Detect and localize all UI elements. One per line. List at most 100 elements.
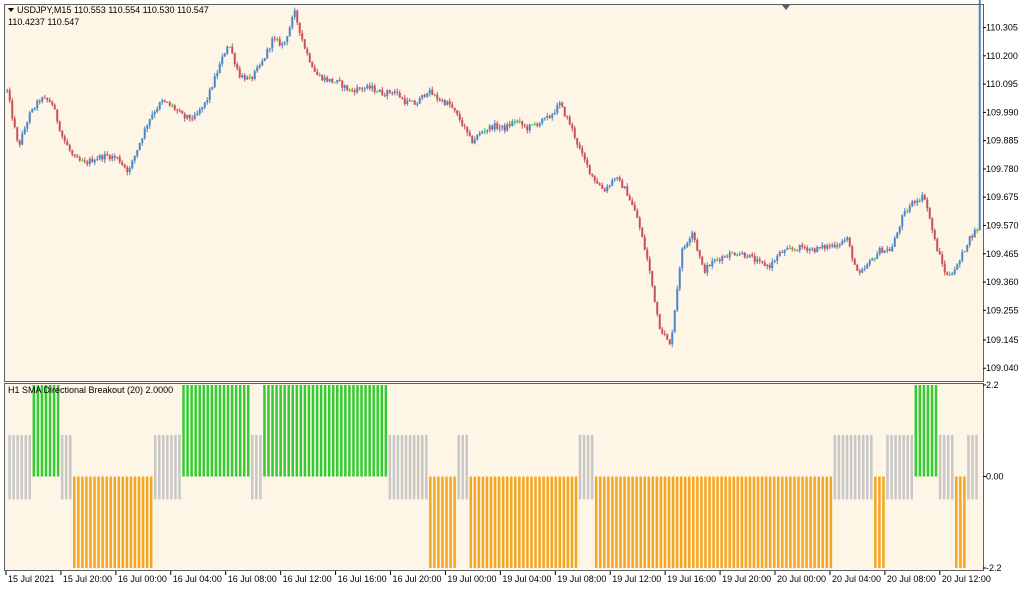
histogram-bar-gray[interactable] <box>416 434 420 500</box>
candle[interactable] <box>661 326 664 335</box>
candle[interactable] <box>886 245 889 254</box>
histogram-bar-orange[interactable] <box>137 476 141 569</box>
candle[interactable] <box>491 124 494 132</box>
histogram-bar-orange[interactable] <box>542 476 545 569</box>
candle[interactable] <box>676 285 679 312</box>
histogram-bar-orange[interactable] <box>97 476 100 569</box>
histogram-bar-orange[interactable] <box>809 476 812 569</box>
histogram-bar-orange[interactable] <box>635 476 638 569</box>
histogram-bar-green[interactable] <box>331 385 335 477</box>
candle[interactable] <box>703 263 706 274</box>
candle[interactable] <box>301 29 304 42</box>
candle[interactable] <box>43 94 46 99</box>
histogram-bar-orange[interactable] <box>716 476 719 569</box>
candle[interactable] <box>733 252 736 256</box>
histogram-bar-orange[interactable] <box>797 476 800 569</box>
histogram-bar-orange[interactable] <box>113 476 117 569</box>
candle[interactable] <box>91 155 94 163</box>
histogram-bar-green[interactable] <box>40 385 44 477</box>
candle[interactable] <box>311 61 314 68</box>
histogram-bar-gray[interactable] <box>162 434 165 500</box>
candle[interactable] <box>151 110 154 120</box>
candle[interactable] <box>776 254 779 265</box>
histogram-bar-gray[interactable] <box>837 434 841 500</box>
candle[interactable] <box>48 97 51 103</box>
candle[interactable] <box>753 252 756 265</box>
candle[interactable] <box>671 329 674 348</box>
candle[interactable] <box>926 197 929 212</box>
candle[interactable] <box>326 75 329 83</box>
candle[interactable] <box>571 122 574 132</box>
candle[interactable] <box>608 184 611 189</box>
candle[interactable] <box>351 87 354 93</box>
histogram-bar-orange[interactable] <box>748 476 752 569</box>
candle[interactable] <box>128 166 131 175</box>
candle[interactable] <box>686 241 689 249</box>
candle[interactable] <box>138 142 141 151</box>
candle[interactable] <box>381 86 384 96</box>
candle[interactable] <box>653 285 656 303</box>
candle[interactable] <box>603 187 606 193</box>
histogram-bar-gray[interactable] <box>461 434 464 500</box>
candle[interactable] <box>593 175 596 184</box>
histogram-bar-gray[interactable] <box>388 434 392 500</box>
candle[interactable] <box>976 228 979 234</box>
histogram-bar-orange[interactable] <box>566 476 570 569</box>
candle[interactable] <box>523 123 526 129</box>
candle[interactable] <box>798 244 801 253</box>
candle[interactable] <box>56 108 59 124</box>
candle[interactable] <box>308 52 311 63</box>
histogram-bar-green[interactable] <box>206 385 210 477</box>
candle[interactable] <box>923 193 926 201</box>
candle[interactable] <box>768 262 771 271</box>
candle[interactable] <box>566 115 569 120</box>
candle[interactable] <box>176 108 179 114</box>
histogram-bar-gray[interactable] <box>457 434 460 500</box>
histogram-bar-gray[interactable] <box>255 434 258 500</box>
histogram-bar-green[interactable] <box>198 385 201 477</box>
candle[interactable] <box>771 258 774 272</box>
candle[interactable] <box>921 192 924 203</box>
histogram-bar-green[interactable] <box>303 385 307 477</box>
candle[interactable] <box>838 242 841 249</box>
histogram-bar-gray[interactable] <box>16 434 19 500</box>
histogram-bar-orange[interactable] <box>133 476 137 569</box>
candle[interactable] <box>73 153 76 158</box>
histogram-bar-orange[interactable] <box>772 476 776 569</box>
candle[interactable] <box>116 156 119 160</box>
candle[interactable] <box>433 93 436 97</box>
histogram-bar-orange[interactable] <box>696 476 699 569</box>
histogram-bar-green[interactable] <box>352 385 355 477</box>
candle[interactable] <box>71 149 74 157</box>
candle[interactable] <box>836 242 839 250</box>
histogram-bar-gray[interactable] <box>251 434 254 500</box>
candle[interactable] <box>243 73 246 82</box>
candle[interactable] <box>188 114 191 122</box>
candle[interactable] <box>233 52 236 67</box>
candle[interactable] <box>28 110 31 125</box>
histogram-bar-gray[interactable] <box>412 434 416 500</box>
candle[interactable] <box>801 242 804 250</box>
candle[interactable] <box>368 82 371 91</box>
candle[interactable] <box>86 159 89 167</box>
histogram-bar-orange[interactable] <box>821 476 825 569</box>
histogram-bar-orange[interactable] <box>85 476 88 569</box>
candle[interactable] <box>516 119 519 124</box>
candle[interactable] <box>416 102 419 107</box>
candle[interactable] <box>613 177 616 182</box>
candle[interactable] <box>313 64 316 73</box>
histogram-bar-green[interactable] <box>336 385 339 477</box>
histogram-bar-green[interactable] <box>44 385 48 477</box>
candle[interactable] <box>81 157 84 162</box>
histogram-bar-green[interactable] <box>315 385 319 477</box>
histogram-bar-gray[interactable] <box>28 434 32 500</box>
candle[interactable] <box>423 93 426 98</box>
candle[interactable] <box>183 112 186 122</box>
histogram-bar-orange[interactable] <box>526 476 529 569</box>
histogram-bar-orange[interactable] <box>700 476 703 569</box>
candle[interactable] <box>526 123 529 134</box>
candle[interactable] <box>811 246 814 252</box>
histogram-bar-gray[interactable] <box>849 434 853 500</box>
histogram-bar-gray[interactable] <box>12 434 15 500</box>
candle[interactable] <box>866 262 869 270</box>
